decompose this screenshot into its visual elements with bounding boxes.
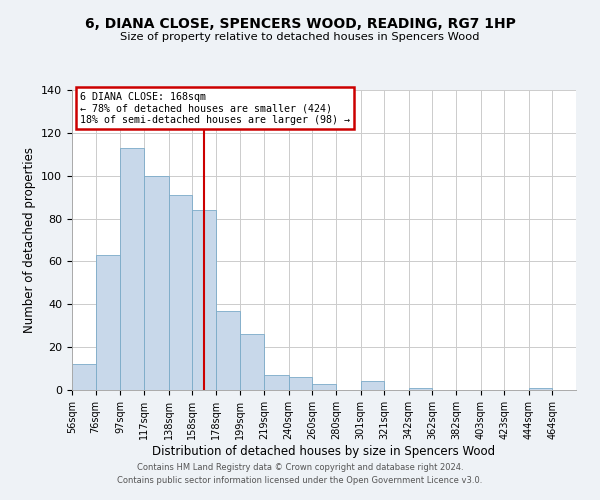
Bar (361, 382, 384, 390)
Bar (120, 148, 144, 390)
Bar (95, 255, 120, 390)
Text: Contains public sector information licensed under the Open Government Licence v3: Contains public sector information licen… (118, 476, 482, 485)
Bar (192, 210, 215, 390)
Bar (289, 377, 312, 390)
Y-axis label: Number of detached properties: Number of detached properties (23, 147, 35, 333)
Bar (169, 195, 192, 390)
Bar (409, 388, 433, 390)
Bar (241, 334, 264, 390)
Bar (72, 364, 95, 390)
Text: Size of property relative to detached houses in Spencers Wood: Size of property relative to detached ho… (120, 32, 480, 42)
X-axis label: Distribution of detached houses by size in Spencers Wood: Distribution of detached houses by size … (152, 444, 496, 458)
Bar (312, 384, 336, 390)
Text: 6 DIANA CLOSE: 168sqm
← 78% of detached houses are smaller (424)
18% of semi-det: 6 DIANA CLOSE: 168sqm ← 78% of detached … (80, 92, 350, 124)
Bar (529, 388, 553, 390)
Bar (264, 375, 289, 390)
Text: Contains HM Land Registry data © Crown copyright and database right 2024.: Contains HM Land Registry data © Crown c… (137, 464, 463, 472)
Text: 6, DIANA CLOSE, SPENCERS WOOD, READING, RG7 1HP: 6, DIANA CLOSE, SPENCERS WOOD, READING, … (85, 18, 515, 32)
Bar (215, 310, 241, 390)
Bar (144, 176, 169, 390)
